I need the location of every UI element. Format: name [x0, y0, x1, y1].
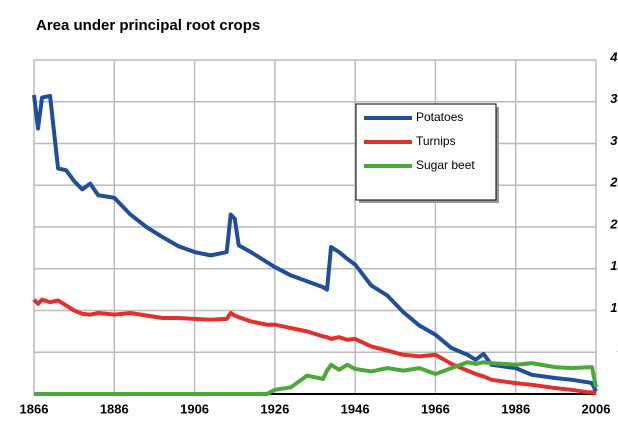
legend-label: Potatoes	[416, 110, 463, 124]
series-line	[32, 93, 598, 393]
x-tick-label: 1986	[501, 401, 530, 416]
x-tick-label: 1926	[260, 401, 289, 416]
y-tick-label: 350	[610, 91, 618, 106]
x-tick-label: 1886	[100, 401, 129, 416]
y-tick-label: 200	[609, 216, 618, 231]
y-tick-label: 300	[610, 133, 618, 148]
series-line	[34, 360, 598, 396]
x-tick-label: 1966	[421, 401, 450, 416]
x-tick-label: 1946	[341, 401, 370, 416]
x-tick-label: 2006	[582, 401, 611, 416]
x-tick-label: 1906	[180, 401, 209, 416]
x-tick-label: 1866	[20, 401, 49, 416]
y-tick-label: 150	[610, 258, 618, 273]
series-line	[32, 297, 597, 396]
y-tick-label: 100	[610, 300, 618, 315]
legend-label: Sugar beet	[416, 158, 475, 172]
legend-label: Turnips	[416, 134, 456, 148]
chart-title: Area under principal root crops	[36, 17, 260, 34]
y-tick-label: 250	[609, 175, 618, 190]
y-tick-label: 400	[609, 49, 618, 64]
